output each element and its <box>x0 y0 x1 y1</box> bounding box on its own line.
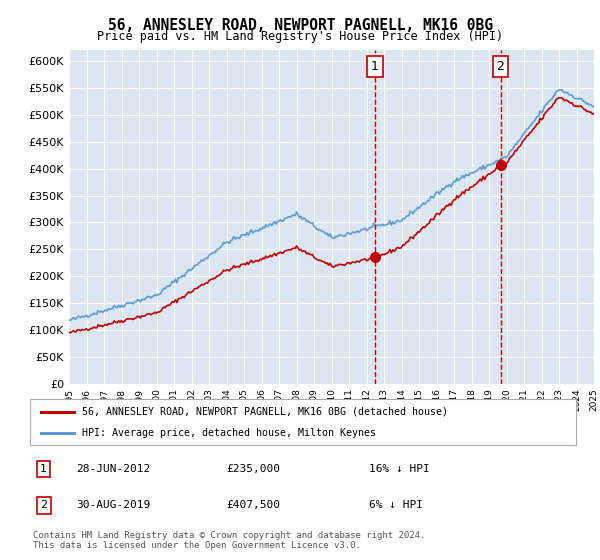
Text: 16% ↓ HPI: 16% ↓ HPI <box>368 464 429 474</box>
Text: £235,000: £235,000 <box>227 464 281 474</box>
Text: 2: 2 <box>40 500 47 510</box>
Text: HPI: Average price, detached house, Milton Keynes: HPI: Average price, detached house, Milt… <box>82 428 376 438</box>
Text: £407,500: £407,500 <box>227 500 281 510</box>
Text: Price paid vs. HM Land Registry's House Price Index (HPI): Price paid vs. HM Land Registry's House … <box>97 30 503 43</box>
Text: 56, ANNESLEY ROAD, NEWPORT PAGNELL, MK16 0BG: 56, ANNESLEY ROAD, NEWPORT PAGNELL, MK16… <box>107 18 493 33</box>
Text: 30-AUG-2019: 30-AUG-2019 <box>76 500 151 510</box>
Text: 56, ANNESLEY ROAD, NEWPORT PAGNELL, MK16 0BG (detached house): 56, ANNESLEY ROAD, NEWPORT PAGNELL, MK16… <box>82 407 448 417</box>
Text: 6% ↓ HPI: 6% ↓ HPI <box>368 500 422 510</box>
Text: 28-JUN-2012: 28-JUN-2012 <box>76 464 151 474</box>
Text: 1: 1 <box>40 464 47 474</box>
Text: 2: 2 <box>497 60 505 73</box>
Text: Contains HM Land Registry data © Crown copyright and database right 2024.
This d: Contains HM Land Registry data © Crown c… <box>33 531 425 550</box>
Text: 1: 1 <box>371 60 379 73</box>
